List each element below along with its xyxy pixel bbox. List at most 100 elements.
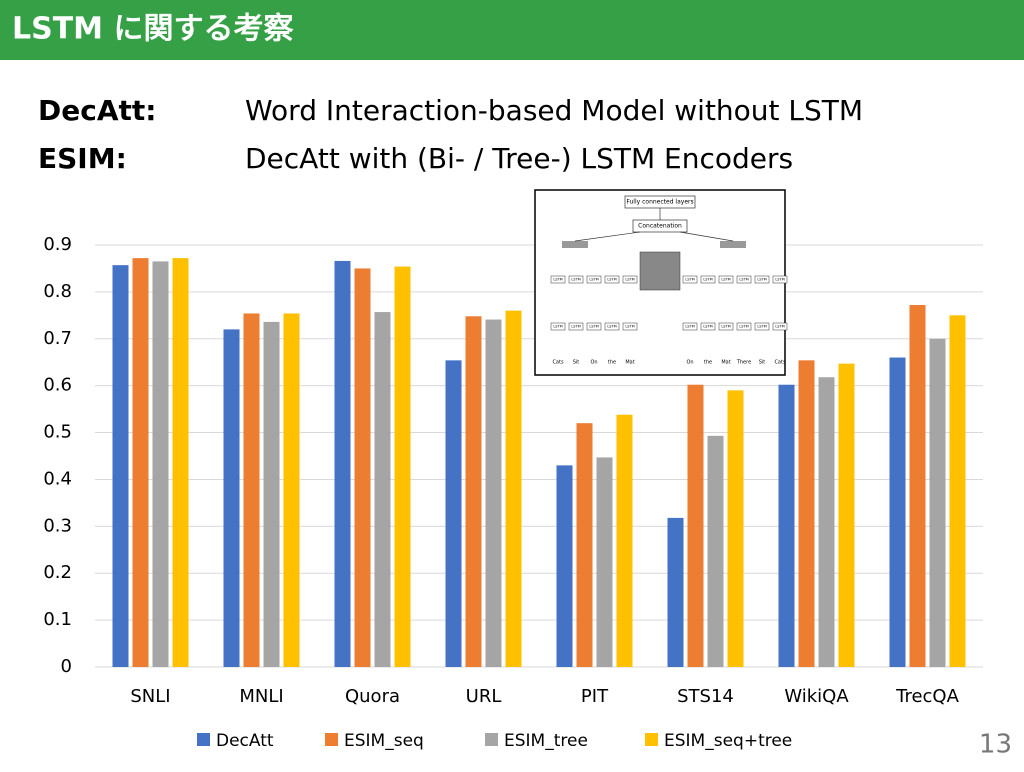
- box: [700, 275, 716, 284]
- x-tick-label: MNLI: [239, 686, 283, 707]
- diagram-cell: LSTM: [685, 278, 694, 282]
- box: [718, 275, 734, 284]
- bar: [778, 384, 795, 667]
- diagram-cell: LSTM: [757, 278, 766, 282]
- bar: [263, 321, 280, 667]
- bar: [596, 457, 613, 667]
- bar: [889, 357, 906, 667]
- x-tick-label: STS14: [677, 686, 734, 707]
- bar: [707, 435, 724, 667]
- bar: [818, 377, 835, 667]
- diagram-cell: LSTM: [703, 278, 712, 282]
- bar: [223, 329, 240, 667]
- diagram-cell: LSTM: [589, 278, 598, 282]
- y-tick-label: 0.7: [43, 328, 72, 349]
- diagram-cell: LSTM: [553, 325, 562, 329]
- diagram-word: the: [608, 360, 616, 366]
- bar: [445, 360, 462, 667]
- term: DecAtt:: [38, 94, 156, 127]
- legend-label: ESIM_seq+tree: [664, 731, 792, 751]
- arrow: [574, 231, 641, 242]
- diagram-cell: LSTM: [703, 325, 712, 329]
- bar: [798, 360, 815, 667]
- box: [772, 275, 788, 284]
- x-tick-label: Quora: [345, 686, 400, 707]
- diagram-label: Fully connected layers: [626, 199, 693, 206]
- y-tick-label: 0.4: [43, 468, 72, 489]
- term: ESIM:: [38, 142, 127, 175]
- legend-label: DecAtt: [216, 731, 274, 751]
- diagram-cell: LSTM: [589, 325, 598, 329]
- box: [622, 275, 638, 284]
- x-tick-label: TrecQA: [895, 686, 959, 707]
- bar: [132, 258, 149, 667]
- diagram-word: Mat: [625, 360, 634, 366]
- bar: [727, 390, 744, 667]
- diagram-cell: LSTM: [685, 325, 694, 329]
- box: [682, 275, 698, 284]
- box: [604, 322, 620, 331]
- box: [568, 322, 584, 331]
- legend-label: ESIM_seq: [344, 731, 424, 751]
- page-number: 13: [979, 730, 1012, 760]
- bar: [152, 261, 169, 667]
- diagram-cell: LSTM: [607, 278, 616, 282]
- box: [736, 275, 752, 284]
- x-tick-label: URL: [466, 686, 502, 707]
- legend-swatch: [325, 733, 338, 746]
- header-bar: [0, 0, 1024, 60]
- bar: [374, 312, 391, 667]
- bar: [838, 363, 855, 667]
- box: [568, 275, 584, 284]
- chart: 0 0.1 0.2 0.3 0.4 0.5 0.6 0.7 0.8 0.9 SNLI MNLI Quor…: [43, 234, 983, 751]
- diagram-cell: LSTM: [607, 325, 616, 329]
- bar: [394, 266, 411, 667]
- bar: [334, 260, 351, 667]
- diagram-cell: LSTM: [625, 325, 634, 329]
- legend-label: ESIM_tree: [504, 731, 588, 751]
- diagram-word: the: [704, 360, 712, 366]
- definition: Word Interaction-based Model without LST…: [245, 94, 863, 127]
- bar: [283, 313, 300, 667]
- diagram-word: Cats: [774, 360, 786, 366]
- matrix: [639, 251, 681, 291]
- bar: [354, 268, 371, 667]
- bar: [576, 423, 593, 667]
- y-tick-label: 0.1: [43, 609, 72, 630]
- bar: [687, 384, 704, 667]
- diagram-cell: LSTM: [739, 325, 748, 329]
- y-tick-label: 0.8: [43, 281, 72, 302]
- diagram-word: Sit: [573, 360, 580, 366]
- box: [736, 322, 752, 331]
- diagram-label: Concatenation: [638, 223, 682, 230]
- diagram-cell: LSTM: [721, 278, 730, 282]
- y-tick-label: 0.2: [43, 562, 72, 583]
- bar: [616, 414, 633, 667]
- bar: [465, 316, 482, 667]
- diagram-word: Mat: [721, 360, 730, 366]
- bar: [243, 313, 260, 667]
- box: [754, 322, 770, 331]
- diagram-cell: LSTM: [625, 278, 634, 282]
- y-tick-label: 0.5: [43, 422, 72, 443]
- box: [604, 275, 620, 284]
- diagram-word: Cats: [552, 360, 564, 366]
- x-tick-label: SNLI: [130, 686, 170, 707]
- box: [586, 275, 602, 284]
- diagram-cell: LSTM: [757, 325, 766, 329]
- box: [550, 322, 566, 331]
- diagram-cell: LSTM: [571, 325, 580, 329]
- bar: [949, 315, 966, 667]
- diagram-word: On: [686, 360, 693, 366]
- diagram-cell: LSTM: [739, 278, 748, 282]
- diagram-cell: LSTM: [571, 278, 580, 282]
- legend-swatch: [485, 733, 498, 746]
- y-tick-label: 0.6: [43, 375, 72, 396]
- x-tick-label: PIT: [581, 686, 609, 707]
- bar: [485, 319, 502, 667]
- box: [550, 275, 566, 284]
- diagram-word: On: [590, 360, 597, 366]
- diagram-word: Sit: [759, 360, 766, 366]
- diagram-cell: LSTM: [775, 325, 784, 329]
